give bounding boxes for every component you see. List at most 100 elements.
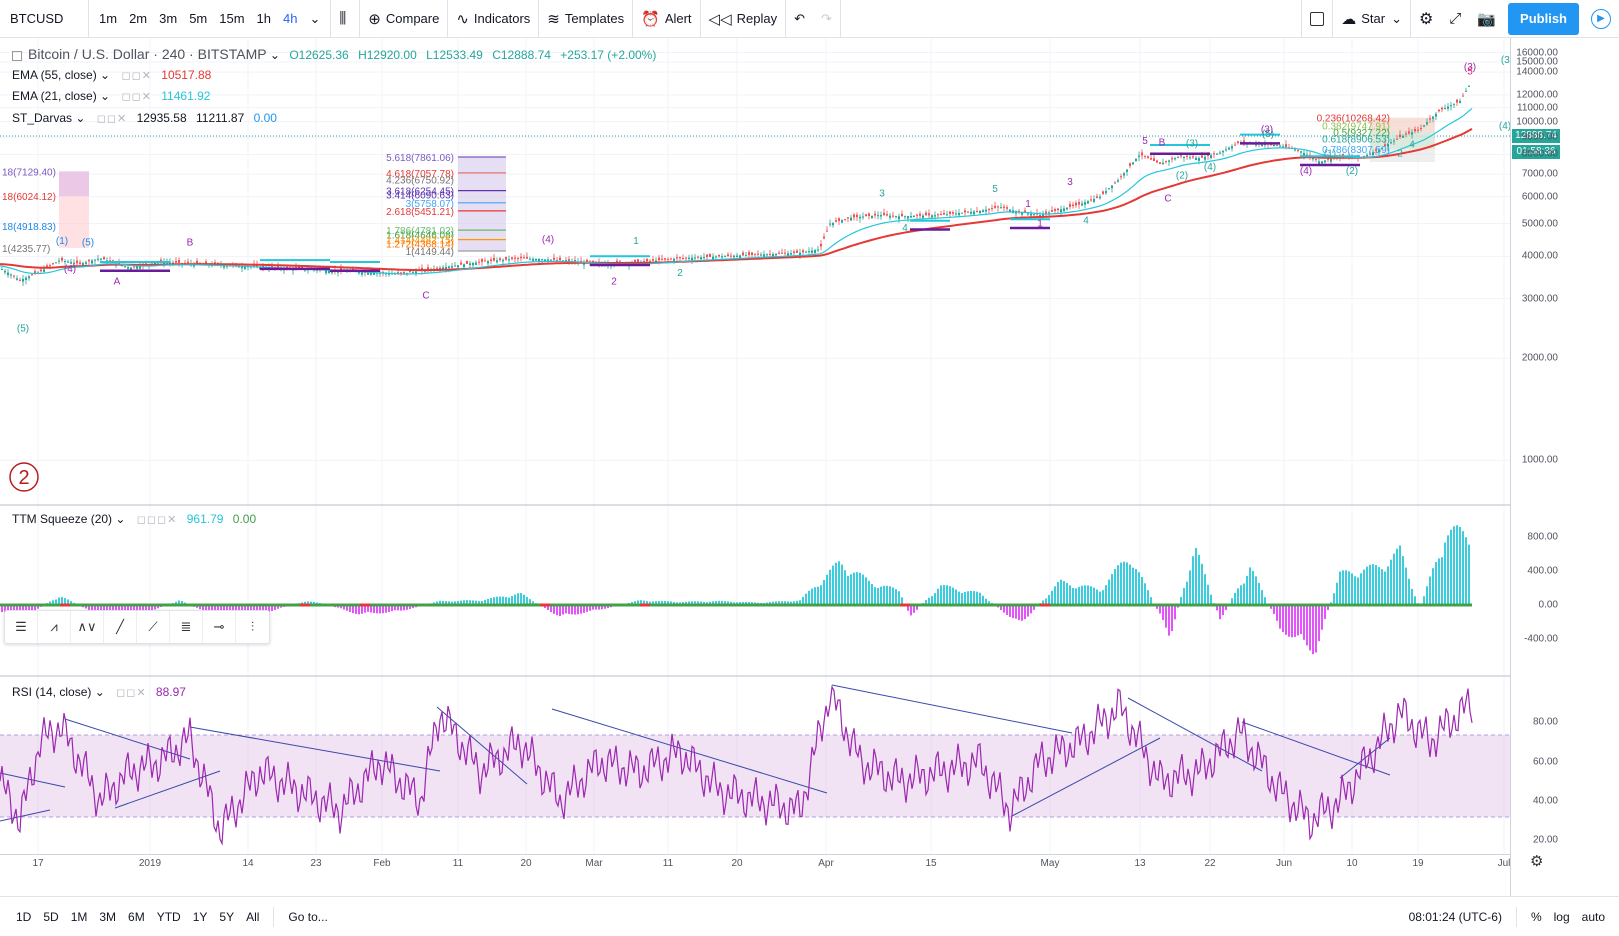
log-toggle[interactable]: log (1553, 909, 1570, 924)
wave-tool-icon[interactable]: ⩘ (38, 611, 71, 643)
candle-body (808, 251, 810, 253)
wave-label: (3) (1261, 124, 1273, 135)
play-button[interactable]: ▶ (1583, 0, 1619, 38)
legend-buttons[interactable]: ◻◻✕ (116, 687, 147, 699)
redo-button[interactable]: ↷ (813, 0, 840, 38)
axis-settings-button[interactable]: ⚙ (1530, 852, 1543, 870)
chevron-down-icon[interactable]: ⌄ (96, 68, 111, 82)
candle-body (136, 266, 138, 269)
rsi-label[interactable]: RSI (14, close) (12, 685, 92, 699)
interval-group: 1m 2m 3m 5m 15m 1h 4h ⌄ (89, 0, 330, 38)
range-5d[interactable]: 5D (43, 909, 59, 924)
clock[interactable]: 08:01:24 (UTC-6) (1408, 909, 1502, 924)
percent-toggle[interactable]: % (1530, 909, 1542, 924)
bar-style-button[interactable]: ⫼ (331, 0, 359, 38)
chart-area[interactable]: (3) 5 B (3) 5 1 3 5 1 3 4 2 4 (4) (2) C (5) (2) (4) 4 (3) 2 1 2… (0, 38, 1560, 896)
auto-toggle[interactable]: auto (1581, 909, 1605, 924)
squeeze-label[interactable]: TTM Squeeze (20) (12, 512, 113, 526)
chevron-down-icon[interactable]: ⌄ (96, 89, 111, 103)
range-3m[interactable]: 3M (99, 909, 117, 924)
range-1m[interactable]: 1M (70, 909, 88, 924)
snapshot-button[interactable]: 📷 (1469, 0, 1504, 38)
squeeze-bar (1090, 586, 1092, 605)
interval-2m[interactable]: 2m (129, 11, 148, 26)
candle-body (412, 271, 414, 273)
chart-canvas[interactable]: (3)5B (3)513513424(4)(2)C(5)(2)(4)4(3)212… (0, 38, 1510, 896)
darvas-label[interactable]: ST_Darvas (12, 111, 73, 125)
chevron-down-icon[interactable]: ⌄ (112, 512, 126, 526)
ohlc-open: O12625.36 (289, 48, 349, 62)
abc-wave-icon[interactable]: ∧∨ (71, 611, 104, 643)
alert-button[interactable]: ⏰ Alert (633, 0, 699, 38)
series-title[interactable]: Bitcoin / U.S. Dollar · 240 · BITSTAMP (28, 46, 267, 62)
fib-label: 4.236(6750.92) (386, 175, 454, 186)
squeeze-bar (1243, 583, 1245, 605)
price-axis[interactable]: 16000.00 15000.00 14000.00 12888.74 01:58:36… (1510, 38, 1560, 896)
star-button[interactable]: ☁ Star ⌄ (1333, 0, 1410, 38)
range-1d[interactable]: 1D (16, 909, 32, 924)
chevron-down-icon[interactable]: ⌄ (309, 10, 321, 26)
candle-body (1042, 214, 1044, 218)
range-all[interactable]: All (246, 909, 260, 924)
squeeze-bar (1147, 590, 1149, 605)
candle-body (1444, 107, 1446, 109)
candle-body (1408, 131, 1410, 134)
interval-3m[interactable]: 3m (159, 11, 178, 26)
candle-body (535, 258, 537, 261)
chevron-down-icon[interactable]: ⌄ (266, 48, 280, 62)
squeeze-bar (403, 605, 405, 611)
squeeze-value-1: 961.79 (186, 512, 224, 526)
indicators-button[interactable]: ∿ Indicators (448, 0, 538, 38)
interval-1h[interactable]: 1h (256, 11, 272, 26)
trend-line-icon[interactable]: ╱ (104, 611, 137, 643)
symbol-search[interactable]: BTCUSD (10, 11, 64, 26)
chevron-down-icon[interactable]: ⌄ (91, 685, 105, 699)
goto-button[interactable]: Go to... (288, 909, 328, 924)
fullscreen-button[interactable]: ⤢ (1441, 0, 1469, 38)
range-1y[interactable]: 1Y (192, 909, 208, 924)
range-ytd[interactable]: YTD (156, 909, 181, 924)
publish-button[interactable]: Publish (1508, 2, 1579, 35)
candle-body (1195, 157, 1197, 161)
ray-icon[interactable]: ⟋ (137, 611, 170, 643)
settings-sliders-icon[interactable]: ⫶ (250, 619, 255, 634)
squeeze-bar (1255, 576, 1257, 605)
candle-body (67, 261, 69, 263)
squeeze-bar (955, 589, 957, 605)
squeeze-bar (1315, 605, 1317, 653)
drag-handle-icon[interactable]: ☰ (5, 611, 38, 643)
legend-buttons[interactable]: ◻◻✕ (121, 91, 152, 103)
interval-5m[interactable]: 5m (189, 11, 208, 26)
range-5y[interactable]: 5Y (219, 909, 235, 924)
layout-button[interactable] (1302, 0, 1332, 38)
interval-4h[interactable]: 4h (283, 11, 298, 26)
legend-buttons[interactable]: ◻◻✕ (96, 113, 128, 125)
interval-15m[interactable]: 15m (219, 11, 245, 26)
compare-button[interactable]: ⊕ Compare (360, 0, 447, 38)
settings-button[interactable]: ⚙ (1411, 0, 1441, 38)
collapse-icon[interactable] (12, 50, 22, 61)
undo-button[interactable]: ↶ (786, 0, 813, 38)
fib-label: 2.618(5451.21) (386, 207, 454, 218)
squeeze-bar (262, 605, 264, 614)
candle-body (94, 259, 96, 261)
ema55-label[interactable]: EMA (55, close) (12, 68, 97, 82)
time-tick: 2019 (138, 858, 162, 869)
replay-button[interactable]: ◁◁ Replay (701, 0, 786, 38)
time-tick: Mar (585, 858, 603, 869)
fib-tool-icon[interactable]: ≣ (170, 611, 203, 643)
legend-buttons[interactable]: ◻◻◻✕ (136, 514, 178, 526)
horizontal-line-icon[interactable]: ⊸ (203, 611, 236, 643)
candle-body (646, 258, 648, 262)
squeeze-bar (862, 574, 864, 605)
squeeze-bar (505, 596, 507, 605)
interval-1m[interactable]: 1m (99, 11, 118, 26)
time-axis[interactable]: 17 2019 14 23 Feb 11 20 Mar 11 20 Apr 15 May 13 22 Jun 1… (0, 854, 1510, 874)
candle-body (1435, 113, 1437, 117)
range-6m[interactable]: 6M (128, 909, 145, 924)
candle-body (1039, 214, 1041, 216)
templates-button[interactable]: ≋ Templates (539, 0, 632, 38)
chevron-down-icon[interactable]: ⌄ (72, 111, 86, 125)
legend-buttons[interactable]: ◻◻✕ (121, 70, 152, 82)
ema21-label[interactable]: EMA (21, close) (12, 89, 97, 103)
